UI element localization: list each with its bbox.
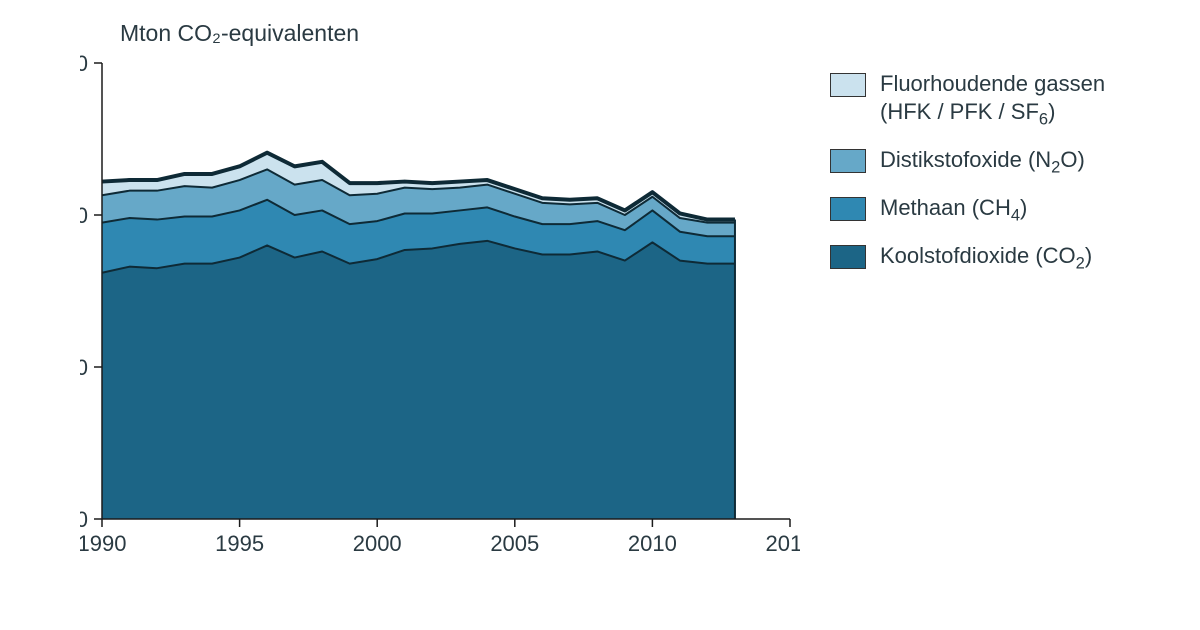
legend-label-co2: Koolstofdioxide (CO2)	[880, 242, 1092, 274]
area-co2	[102, 241, 735, 519]
svg-text:1990: 1990	[80, 531, 126, 556]
svg-text:0: 0	[80, 507, 88, 532]
legend-item-ch4: Methaan (CH4)	[830, 194, 1160, 226]
legend-swatch-ch4	[830, 197, 866, 221]
legend-swatch-co2	[830, 245, 866, 269]
plot-column: Mton CO₂-equivalenten 0 100 200 300 1990 1995…	[80, 20, 800, 590]
svg-text:2005: 2005	[490, 531, 539, 556]
svg-text:2015: 2015	[766, 531, 800, 556]
legend: Fluorhoudende gassen (HFK / PFK / SF6) Di…	[800, 20, 1160, 590]
legend-item-fgas: Fluorhoudende gassen (HFK / PFK / SF6)	[830, 70, 1160, 130]
legend-label-ch4: Methaan (CH4)	[880, 194, 1027, 226]
svg-text:300: 300	[80, 53, 88, 76]
legend-swatch-fgas	[830, 73, 866, 97]
legend-item-co2: Koolstofdioxide (CO2)	[830, 242, 1160, 274]
svg-text:100: 100	[80, 355, 88, 380]
svg-text:1995: 1995	[215, 531, 264, 556]
svg-text:200: 200	[80, 203, 88, 228]
legend-item-n2o: Distikstofoxide (N2O)	[830, 146, 1160, 178]
svg-text:2010: 2010	[628, 531, 677, 556]
chart-container: Mton CO₂-equivalenten 0 100 200 300 1990 1995…	[0, 0, 1200, 630]
y-axis-title: Mton CO₂-equivalenten	[80, 20, 800, 47]
stacked-area-plot: 0 100 200 300 1990 1995 2000 2005 2010 2015	[80, 53, 800, 563]
svg-text:2000: 2000	[353, 531, 402, 556]
legend-label-fgas: Fluorhoudende gassen (HFK / PFK / SF6)	[880, 70, 1160, 130]
legend-swatch-n2o	[830, 149, 866, 173]
legend-label-n2o: Distikstofoxide (N2O)	[880, 146, 1085, 178]
